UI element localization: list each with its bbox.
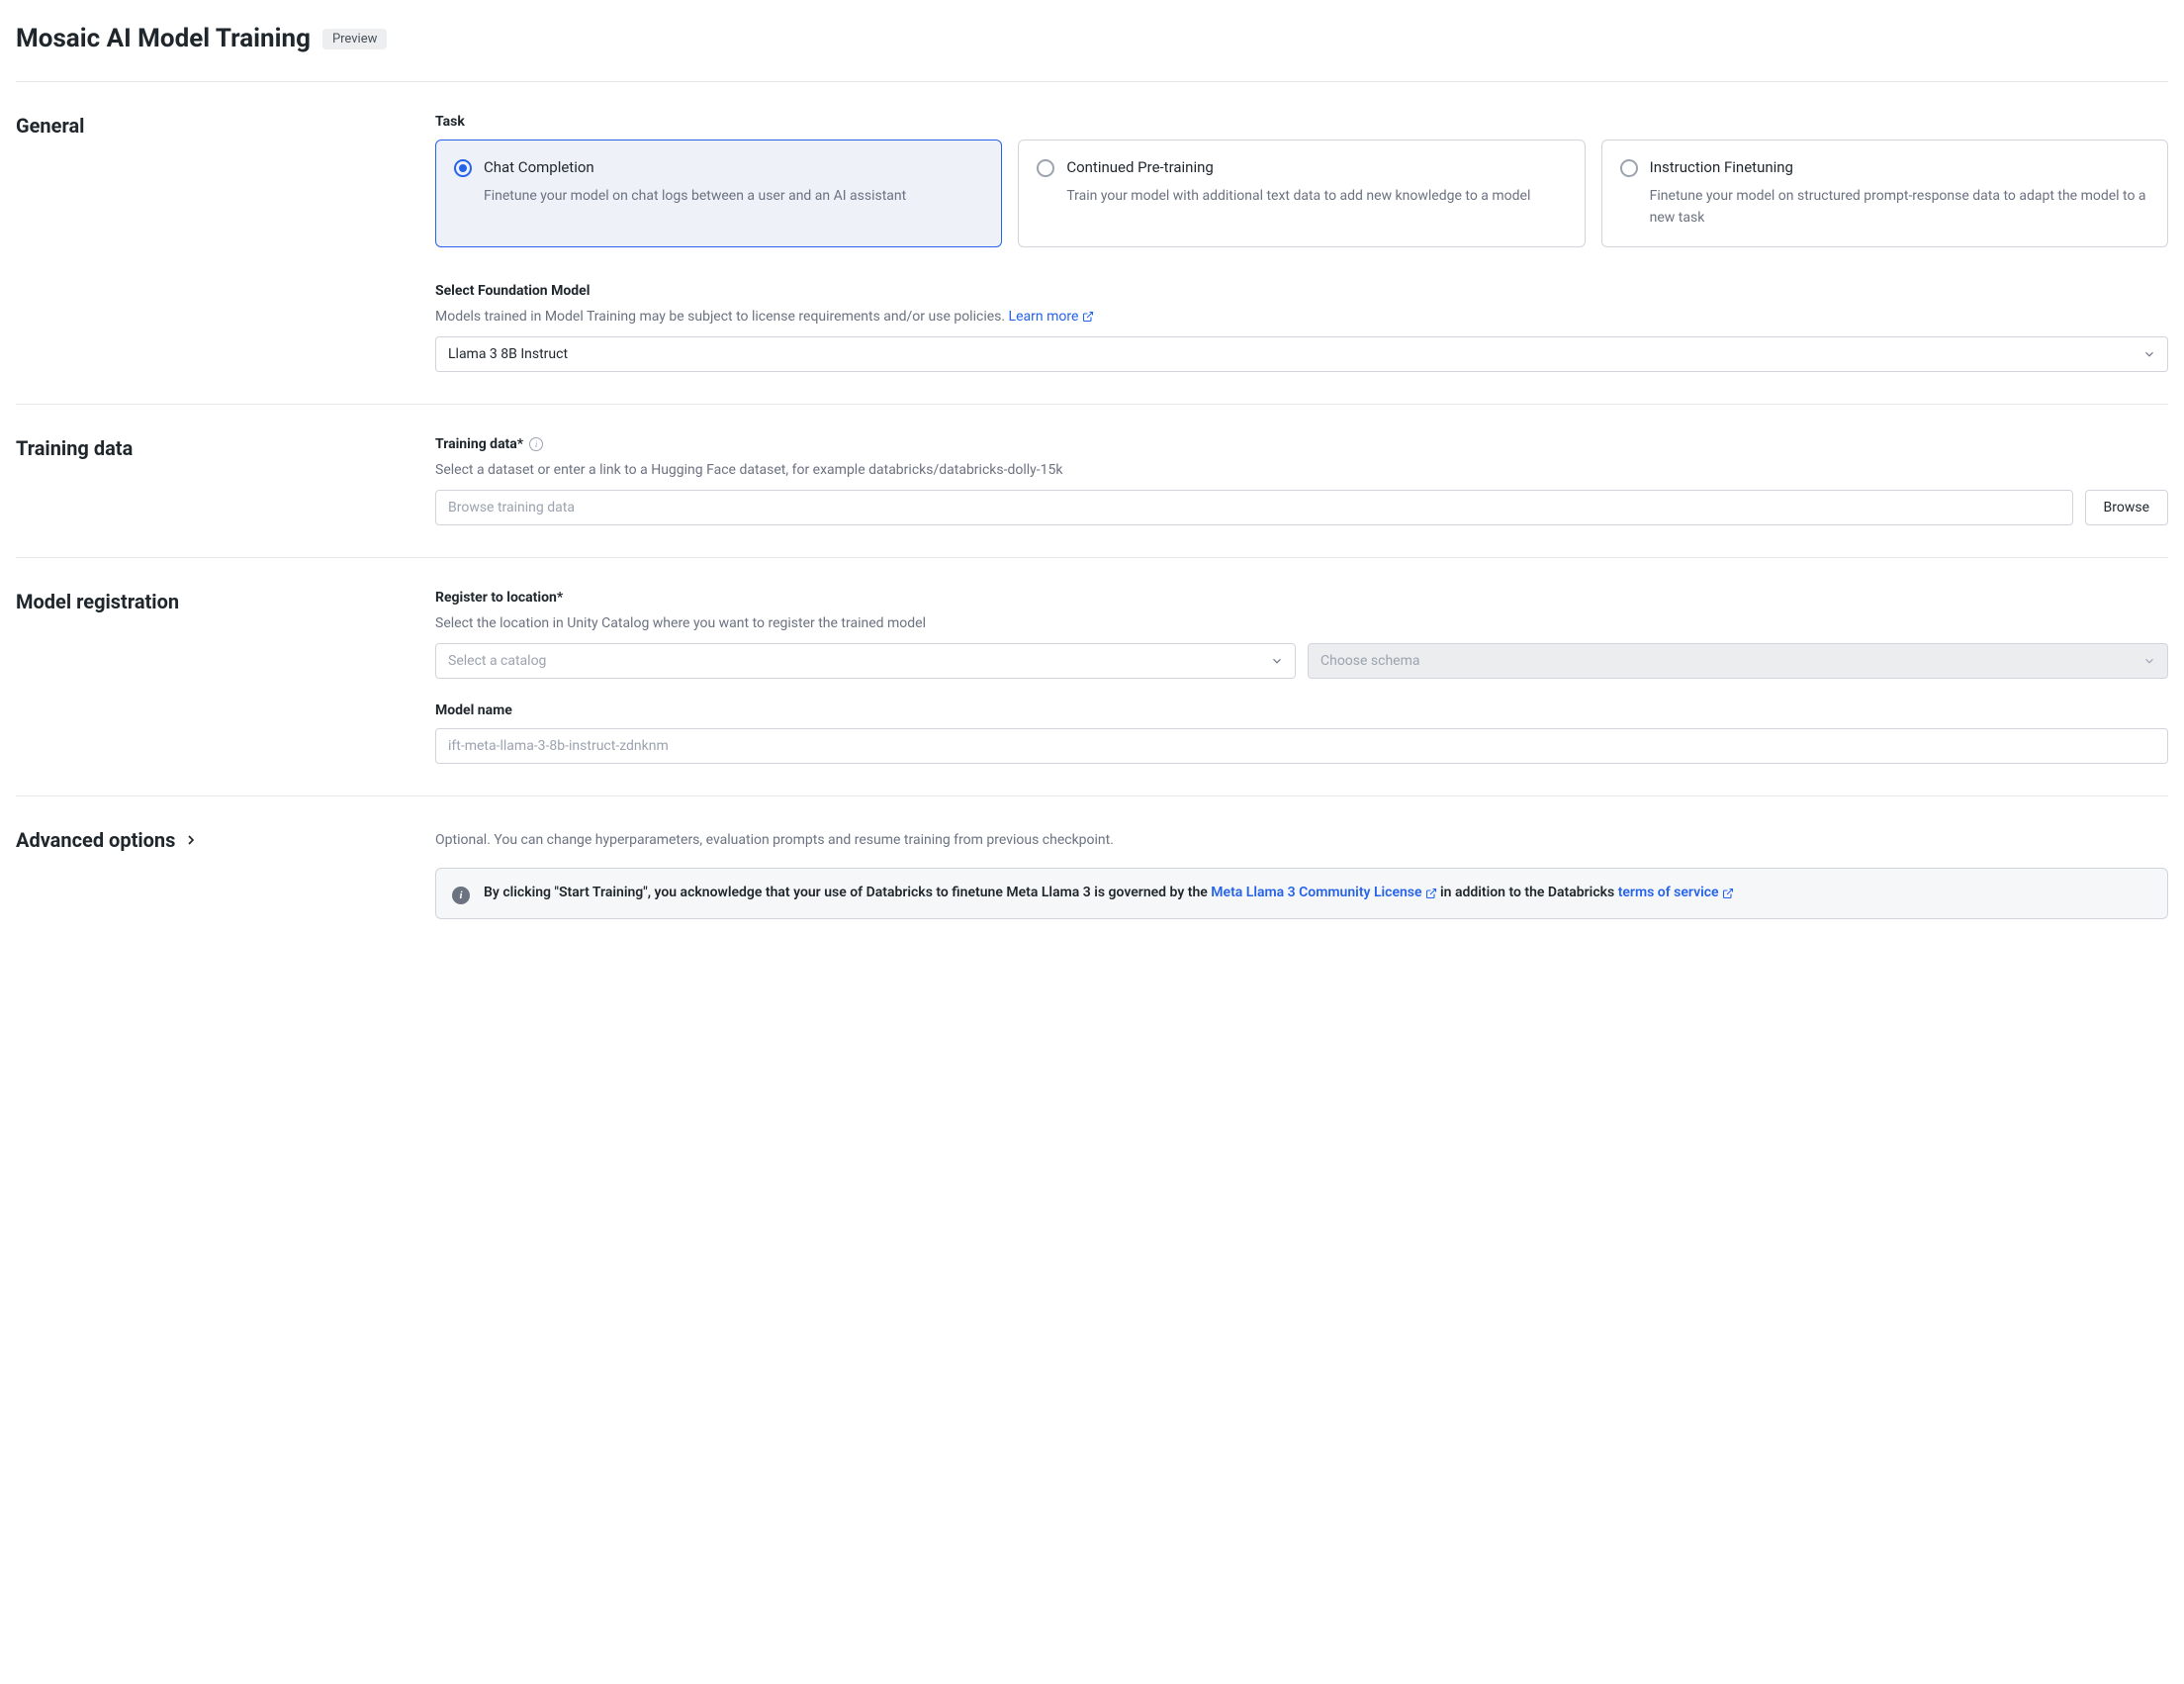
task-title: Continued Pre-training bbox=[1066, 158, 1530, 176]
training-data-helper: Select a dataset or enter a link to a Hu… bbox=[435, 462, 2168, 478]
task-title: Instruction Finetuning bbox=[1650, 158, 2149, 176]
radio-icon bbox=[454, 159, 472, 177]
section-model-registration: Model registration Register to location*… bbox=[16, 558, 2168, 796]
page-title: Mosaic AI Model Training bbox=[16, 24, 311, 53]
external-link-icon bbox=[1425, 888, 1437, 899]
task-card-chat-completion[interactable]: Chat Completion Finetune your model on c… bbox=[435, 140, 1002, 247]
foundation-model-select[interactable] bbox=[435, 336, 2168, 372]
section-heading-general: General bbox=[16, 114, 411, 138]
task-card-continued-pretraining[interactable]: Continued Pre-training Train your model … bbox=[1018, 140, 1585, 247]
meta-license-link[interactable]: Meta Llama 3 Community License bbox=[1211, 883, 1436, 904]
advanced-helper: Optional. You can change hyperparameters… bbox=[435, 832, 2168, 848]
model-name-input[interactable] bbox=[435, 728, 2168, 764]
task-cards: Chat Completion Finetune your model on c… bbox=[435, 140, 2168, 247]
task-label: Task bbox=[435, 114, 2168, 130]
task-desc: Finetune your model on chat logs between… bbox=[484, 186, 906, 208]
foundation-model-label: Select Foundation Model bbox=[435, 283, 2168, 299]
license-notice: i By clicking "Start Training", you ackn… bbox=[435, 868, 2168, 919]
radio-icon bbox=[1037, 159, 1054, 177]
info-icon[interactable]: i bbox=[529, 437, 543, 451]
section-heading-model-registration: Model registration bbox=[16, 590, 411, 613]
section-heading-training-data: Training data bbox=[16, 436, 411, 460]
section-advanced-options: Advanced options Optional. You can chang… bbox=[16, 796, 2168, 919]
training-data-label: Training data* i bbox=[435, 436, 2168, 452]
model-name-label: Model name bbox=[435, 702, 2168, 718]
terms-of-service-link[interactable]: terms of service bbox=[1618, 883, 1734, 904]
radio-icon bbox=[1620, 159, 1638, 177]
training-data-input[interactable] bbox=[435, 490, 2073, 525]
chevron-right-icon bbox=[183, 832, 199, 848]
section-general: General Task Chat Completion Finetune yo… bbox=[16, 82, 2168, 405]
info-icon: i bbox=[452, 887, 470, 904]
advanced-options-toggle[interactable]: Advanced options bbox=[16, 828, 411, 852]
catalog-select[interactable] bbox=[435, 643, 1296, 679]
external-link-icon bbox=[1082, 311, 1094, 323]
external-link-icon bbox=[1722, 888, 1734, 899]
browse-button[interactable]: Browse bbox=[2085, 490, 2168, 525]
license-notice-text: By clicking "Start Training", you acknow… bbox=[484, 883, 1734, 904]
section-training-data: Training data Training data* i Select a … bbox=[16, 405, 2168, 558]
foundation-model-helper: Models trained in Model Training may be … bbox=[435, 309, 2168, 325]
schema-select bbox=[1308, 643, 2168, 679]
task-desc: Train your model with additional text da… bbox=[1066, 186, 1530, 208]
preview-badge: Preview bbox=[322, 29, 387, 49]
learn-more-link[interactable]: Learn more bbox=[1009, 309, 1095, 325]
task-desc: Finetune your model on structured prompt… bbox=[1650, 186, 2149, 229]
task-card-instruction-finetuning[interactable]: Instruction Finetuning Finetune your mod… bbox=[1601, 140, 2168, 247]
register-location-label: Register to location* bbox=[435, 590, 2168, 606]
register-location-helper: Select the location in Unity Catalog whe… bbox=[435, 615, 2168, 631]
page-header: Mosaic AI Model Training Preview bbox=[16, 16, 2168, 82]
task-title: Chat Completion bbox=[484, 158, 906, 176]
